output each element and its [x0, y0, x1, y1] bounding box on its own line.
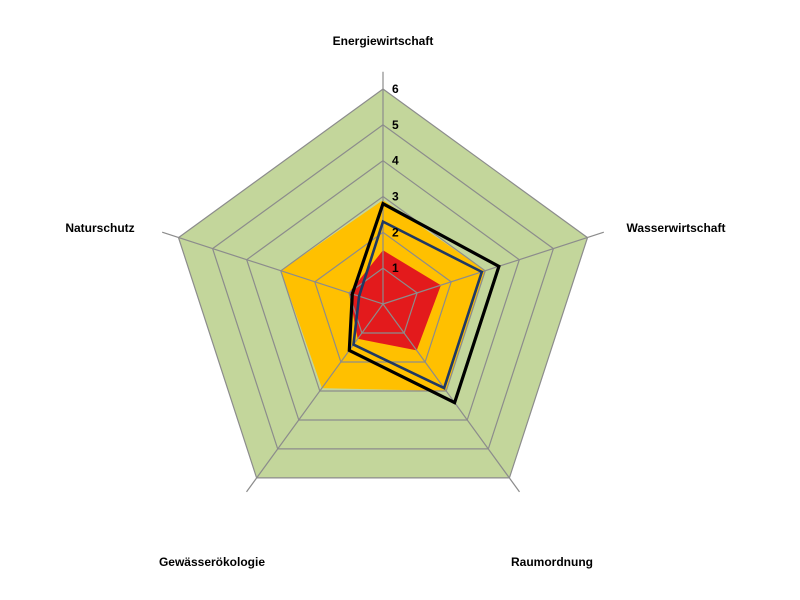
axis-label-2: Raumordnung — [511, 555, 593, 569]
spoke-3 — [246, 303, 384, 493]
tick-label: 6 — [392, 82, 399, 96]
spoke-4 — [162, 231, 384, 305]
tick-label: 3 — [392, 190, 399, 204]
axis-label-4: Naturschutz — [65, 221, 134, 235]
grid-ring-5 — [211, 124, 555, 450]
tick-label: 4 — [392, 154, 399, 168]
axis-label-1: Wasserwirtschaft — [627, 221, 726, 235]
tick-label: 1 — [392, 261, 399, 275]
spoke-2 — [382, 303, 520, 493]
axis-label-3: Gewässerökologie — [159, 555, 265, 569]
series-line-3 — [347, 201, 501, 405]
grid-ring-4 — [245, 159, 521, 421]
tick-labels: 1 2 3 4 5 6 — [392, 82, 399, 275]
tick-label: 2 — [392, 225, 399, 239]
spoke-1 — [382, 231, 604, 305]
series-lines — [347, 201, 501, 405]
axis-labels: Energiewirtschaft Wasserwirtschaft Raumord… — [65, 34, 725, 569]
grid-ring-3 — [280, 195, 486, 392]
axis-label-0: Energiewirtschaft — [333, 34, 434, 48]
grid-ring-2 — [314, 231, 452, 363]
series-line-4 — [352, 219, 484, 390]
tick-label: 5 — [392, 118, 399, 132]
grid-lines — [162, 71, 604, 493]
grid-ring-6 — [177, 88, 589, 479]
